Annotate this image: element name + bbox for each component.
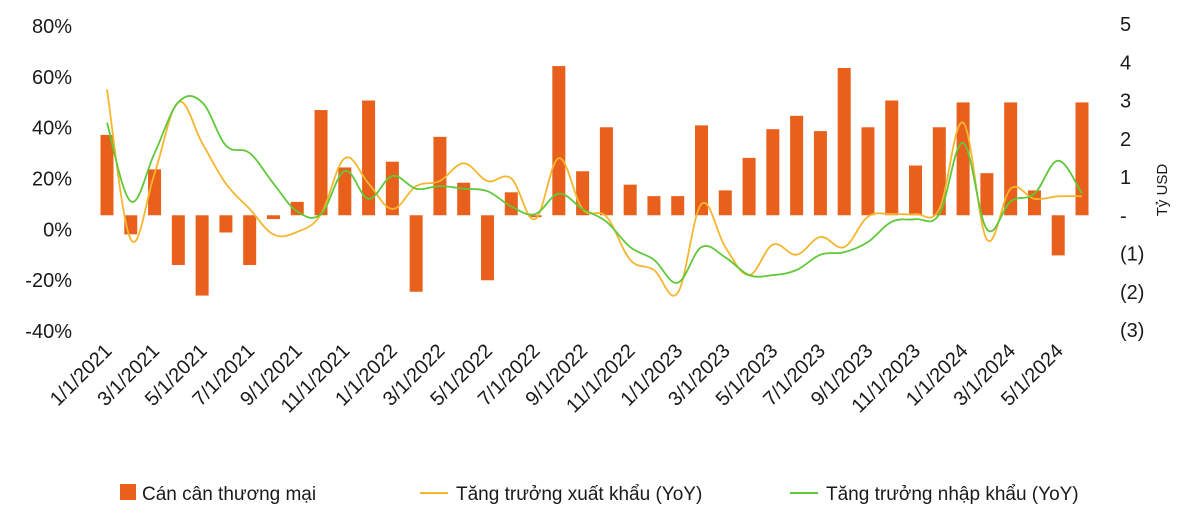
right-tick-label: (2) (1120, 282, 1144, 304)
legend: Cán cân thương mại Tăng trưởng xuất khẩu… (120, 484, 1079, 505)
import-growth-line (106, 95, 1083, 284)
right-tick-label: (1) (1120, 244, 1144, 266)
bar (314, 110, 328, 216)
bar (219, 215, 233, 233)
bar (100, 134, 114, 216)
bar (195, 215, 209, 296)
right-axis: 5 4 3 2 1 - (1) (2) (3) (1120, 14, 1144, 342)
bar (338, 167, 352, 216)
left-tick-label: -40% (25, 321, 72, 343)
x-axis: 1/1/20213/1/20215/1/20217/1/20219/1/2021… (46, 340, 1068, 417)
left-tick-label: 60% (32, 67, 72, 89)
export-growth-line (106, 89, 1083, 297)
legend-label-balance: Cán cân thương mại (142, 484, 316, 505)
legend-label-export: Tăng trưởng xuất khẩu (YoY) (456, 484, 702, 505)
bar (480, 215, 494, 281)
bar (742, 157, 756, 216)
bar (861, 127, 875, 216)
right-tick-label: 3 (1120, 91, 1131, 113)
bar (885, 100, 899, 216)
bar (290, 201, 304, 216)
right-axis-title: Tỷ USD (1154, 164, 1171, 217)
bar (671, 196, 685, 216)
legend-swatch-balance (120, 484, 136, 500)
bar (504, 192, 518, 216)
bar (552, 66, 566, 216)
bar (457, 182, 471, 216)
bar (837, 67, 851, 216)
bar (909, 165, 923, 216)
bar (718, 190, 732, 216)
bar (766, 129, 780, 216)
bar (695, 125, 709, 216)
line-series (106, 89, 1083, 297)
bar (932, 127, 946, 216)
bar (790, 115, 804, 216)
left-tick-label: -20% (25, 270, 72, 292)
bar (409, 215, 423, 292)
bar (148, 169, 162, 216)
right-tick-label: (3) (1120, 320, 1144, 342)
left-axis: 80% 60% 40% 20% 0% -20% -40% (25, 16, 72, 343)
bar (171, 215, 185, 265)
bar (623, 184, 637, 216)
bar (647, 196, 661, 216)
right-tick-label: - (1120, 205, 1127, 227)
legend-label-import: Tăng trưởng nhập khẩu (YoY) (826, 484, 1079, 505)
right-tick-label: 1 (1120, 167, 1131, 189)
bar (599, 127, 613, 216)
bar (433, 136, 447, 216)
left-tick-label: 80% (32, 16, 72, 38)
left-tick-label: 0% (43, 219, 72, 241)
bar (813, 131, 827, 216)
bar (1075, 102, 1089, 216)
left-tick-label: 40% (32, 118, 72, 140)
left-tick-label: 20% (32, 169, 72, 191)
right-tick-label: 2 (1120, 129, 1131, 151)
bar (980, 173, 994, 216)
right-tick-label: 4 (1120, 52, 1131, 74)
bar (956, 102, 970, 216)
bar (243, 215, 257, 265)
bar (528, 215, 542, 218)
bar (1051, 215, 1065, 256)
bar (266, 215, 280, 220)
bar-series (100, 66, 1089, 296)
right-tick-label: 5 (1120, 14, 1131, 36)
